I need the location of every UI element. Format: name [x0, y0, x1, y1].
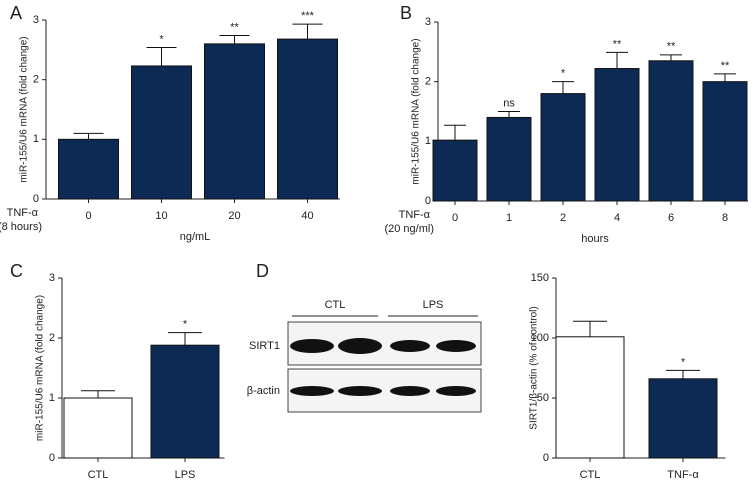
y-tick-label: 100 [531, 332, 549, 344]
y-tick-label: 2 [425, 76, 431, 88]
y-tick-label: 3 [49, 272, 55, 284]
blot-group: LPS [423, 299, 444, 311]
x-tick-label: 10 [155, 210, 167, 222]
significance: ns [503, 97, 515, 109]
y-tick-label: 50 [537, 392, 549, 404]
x-tick-label: 6 [668, 212, 674, 224]
x-axis-label: ng/mL [180, 231, 211, 243]
significance: ** [667, 41, 676, 53]
x-tick-label: 40 [301, 210, 313, 222]
panel-label: B [400, 3, 412, 23]
panel-label: C [10, 261, 23, 281]
row-note: (20 ng/ml) [384, 223, 434, 235]
row-label: TNF-α [7, 207, 39, 219]
y-tick-label: 3 [33, 14, 39, 26]
x-tick-label: 20 [228, 210, 240, 222]
bar [648, 60, 694, 202]
significance: *** [301, 10, 315, 22]
x-tick-label: LPS [175, 469, 196, 481]
bar [540, 93, 586, 202]
significance: ** [613, 38, 622, 50]
bar [555, 336, 625, 459]
y-tick-label: 2 [49, 332, 55, 344]
blot: D CTL LPS SIRT1 β-actin [247, 261, 482, 413]
x-tick-label: TNF-α [667, 469, 699, 481]
row-note: (8 hours) [0, 221, 42, 233]
blot-bands [290, 338, 476, 396]
x-tick-label: CTL [88, 469, 109, 481]
panel-label: A [10, 3, 22, 23]
x-tick-label: 4 [614, 212, 620, 224]
panel-label: D [256, 261, 269, 281]
bar [131, 65, 192, 200]
y-tick-label: 1 [33, 133, 39, 145]
bar [648, 378, 718, 459]
y-axis-label: miR-155/U6 mRNA (fold change) [19, 36, 30, 182]
y-axis-label: miR-155/U6 mRNA (fold change) [411, 38, 422, 184]
x-tick-label: 0 [85, 210, 91, 222]
bar [150, 344, 220, 459]
blot-group: CTL [325, 299, 346, 311]
bar [486, 116, 532, 202]
significance: ** [721, 60, 730, 72]
significance: ** [230, 21, 239, 33]
bar [702, 81, 748, 202]
y-tick-label: 1 [425, 135, 431, 147]
x-tick-label: CTL [580, 469, 601, 481]
blot-row: β-actin [247, 385, 280, 397]
significance: * [159, 33, 164, 45]
row-label: TNF-α [399, 209, 431, 221]
x-tick-label: 1 [506, 212, 512, 224]
y-tick-label: 0 [49, 452, 55, 464]
bar [204, 43, 265, 200]
significance: * [561, 68, 566, 80]
x-tick-label: 2 [560, 212, 566, 224]
bar [594, 68, 640, 202]
y-tick-label: 150 [531, 272, 549, 284]
y-axis-label: SIRT1/β-actin (% of control) [529, 306, 540, 429]
y-tick-label: 0 [425, 195, 431, 207]
x-tick-label: 0 [452, 212, 458, 224]
significance: * [681, 356, 686, 368]
y-tick-label: 3 [425, 16, 431, 28]
blot-row: SIRT1 [249, 340, 280, 352]
x-axis-label: hours [581, 233, 609, 245]
y-tick-label: 0 [33, 193, 39, 205]
bar [58, 138, 119, 200]
bar [277, 38, 338, 200]
y-axis-label: miR-155/U6 mRNA (fold change) [35, 295, 46, 441]
y-tick-label: 2 [33, 74, 39, 86]
y-tick-label: 1 [49, 392, 55, 404]
significance: * [183, 319, 188, 331]
x-tick-label: 8 [722, 212, 728, 224]
bar [432, 139, 478, 202]
y-tick-label: 0 [543, 452, 549, 464]
bar [63, 397, 133, 459]
